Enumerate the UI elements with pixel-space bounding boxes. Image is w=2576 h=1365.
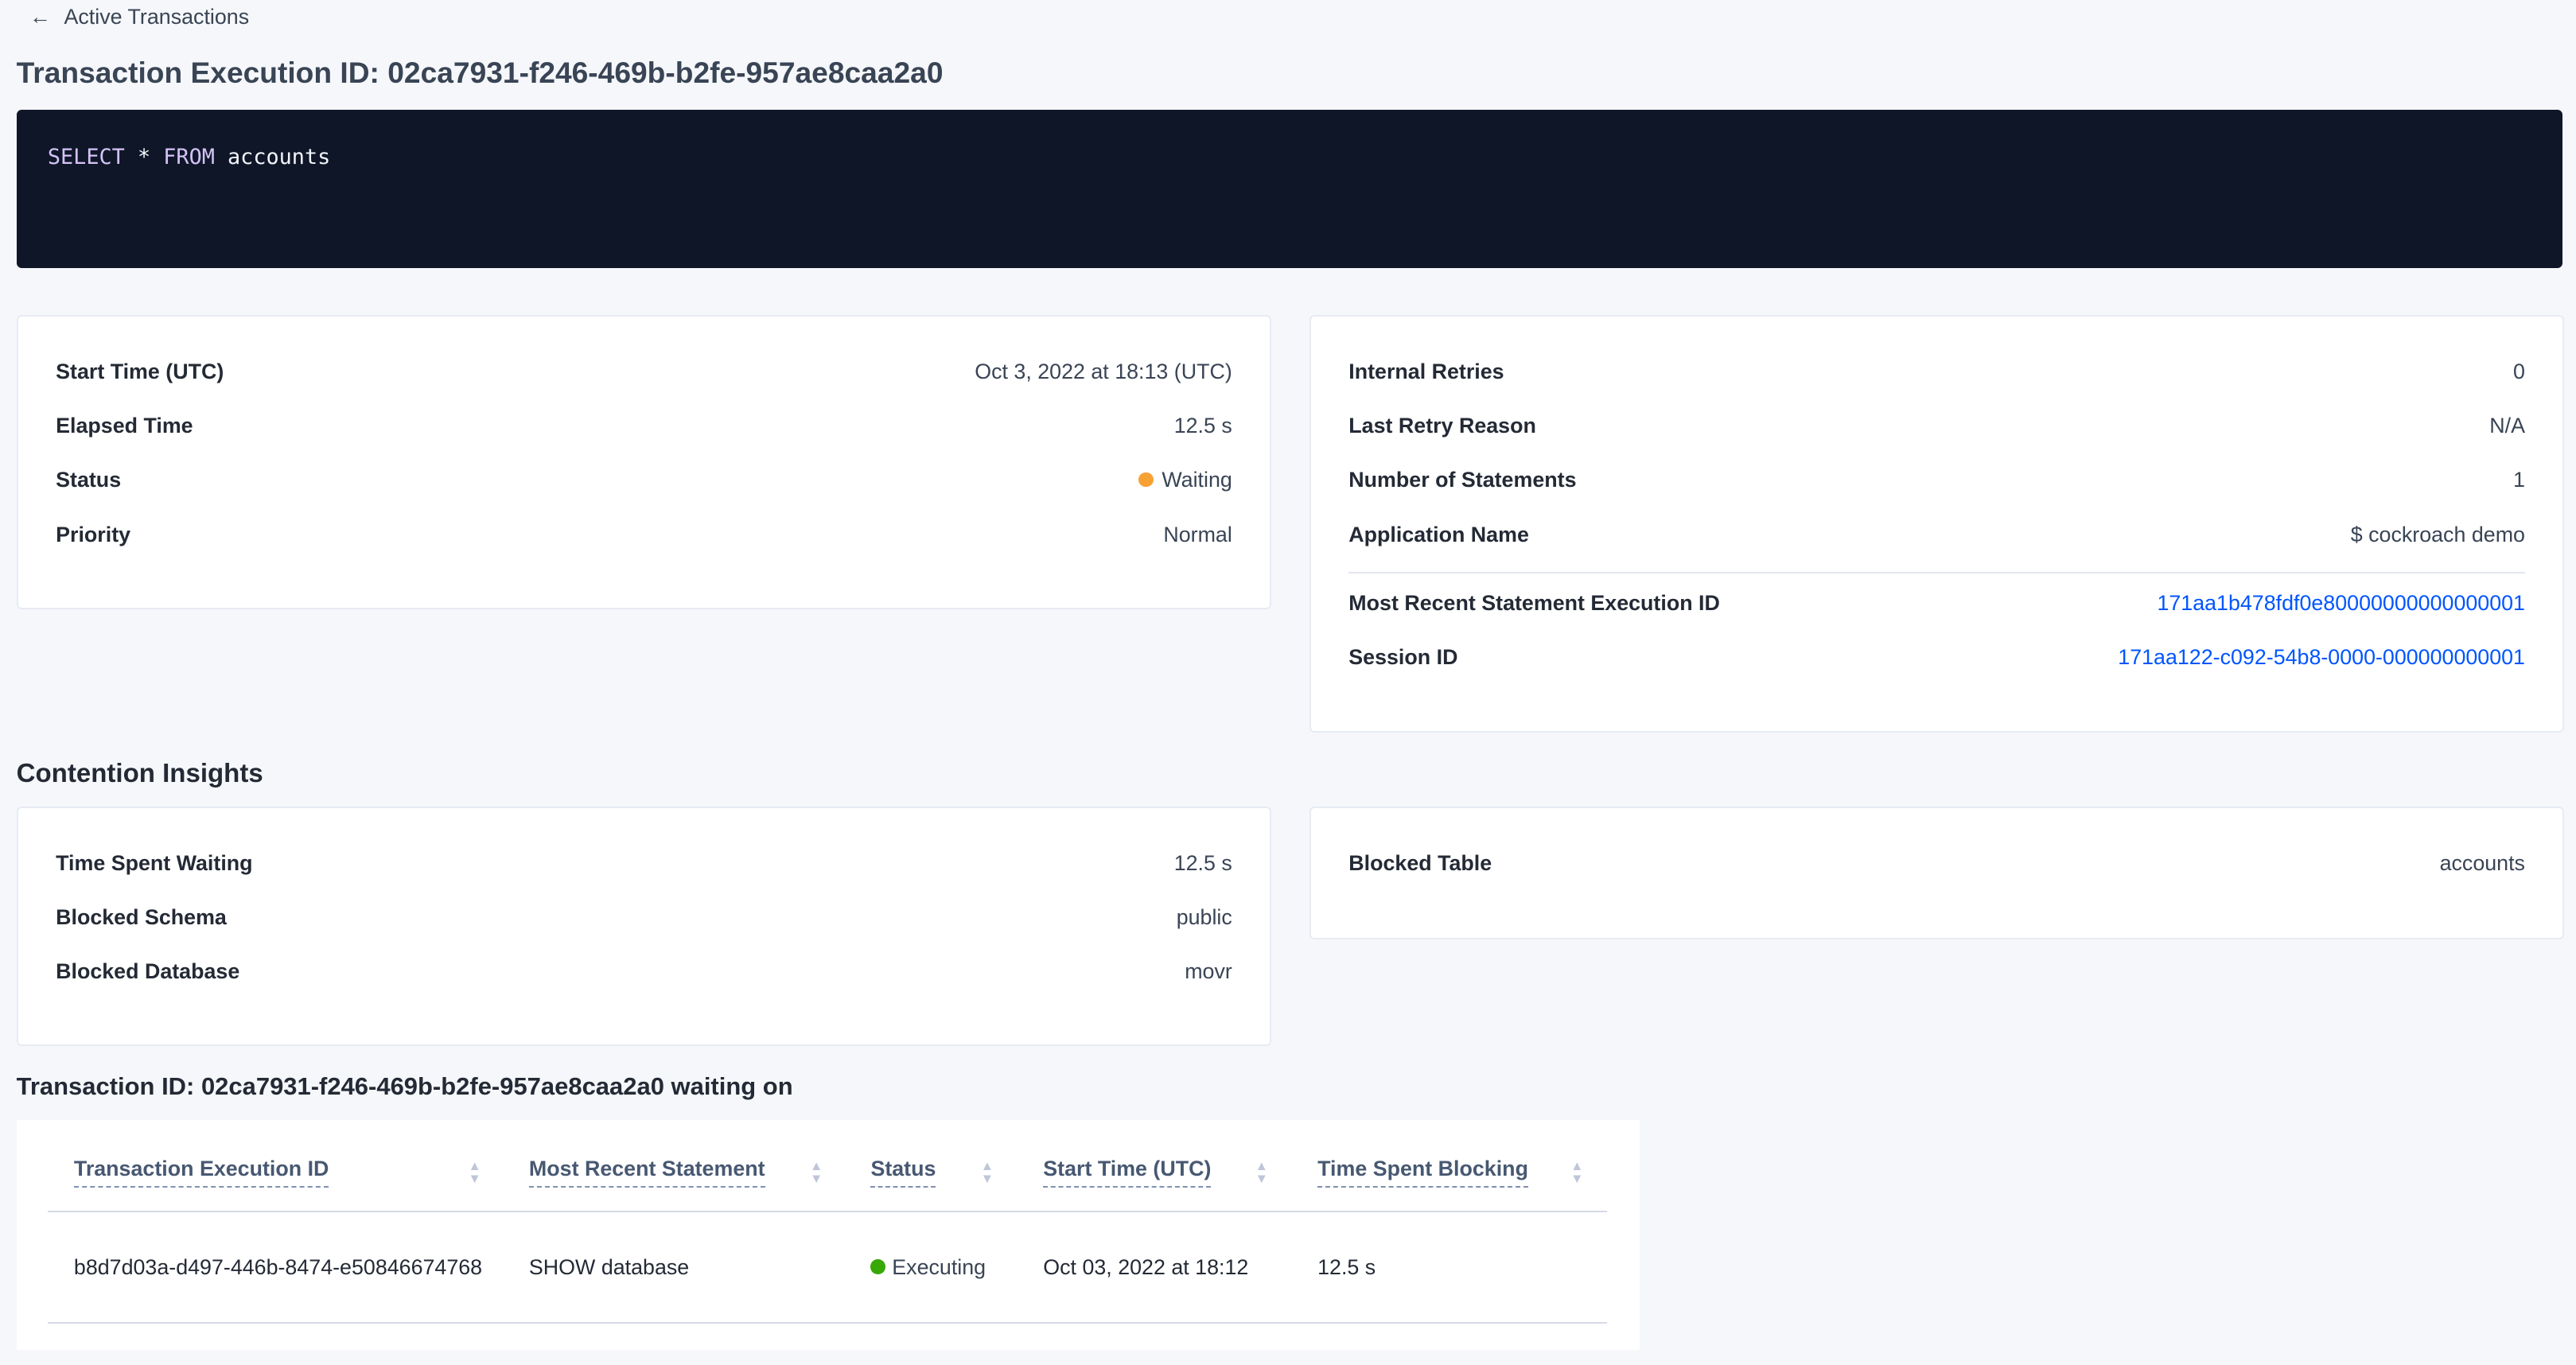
statement-cell: SHOW database <box>528 1254 690 1279</box>
sort-icon[interactable]: ▲ ▼ <box>1255 1157 1268 1187</box>
value: public <box>1176 904 1232 929</box>
label: Blocked Database <box>56 959 240 983</box>
sql-keyword: FROM <box>163 144 215 169</box>
value: N/A <box>2489 414 2525 438</box>
value: movr <box>1185 959 1232 983</box>
start-time-row: Start Time (UTC) Oct 3, 2022 at 18:13 (UT… <box>56 360 1232 384</box>
time-spent-blocking-cell: 12.5 s <box>1317 1254 1376 1279</box>
sort-icon[interactable]: ▲ ▼ <box>1570 1157 1584 1187</box>
divider <box>1348 571 2525 574</box>
label: Priority <box>56 522 131 546</box>
value: Normal <box>1163 522 1232 546</box>
sql-table: accounts <box>228 144 331 169</box>
contention-left-card: Time Spent Waiting 12.5 s Blocked Schema p… <box>16 806 1272 1047</box>
label: Time Spent Waiting <box>56 850 253 875</box>
start-time-cell: Oct 03, 2022 at 18:12 <box>1043 1254 1249 1279</box>
internal-retries-row: Internal Retries 0 <box>1348 360 2525 384</box>
last-retry-reason-row: Last Retry Reason N/A <box>1348 414 2525 438</box>
value: 1 <box>2513 468 2525 492</box>
number-of-statements-row: Number of Statements 1 <box>1348 468 2525 492</box>
sql-star: * <box>137 144 151 169</box>
label: Most Recent Statement Execution ID <box>1348 591 1720 616</box>
value: 12.5 s <box>1173 414 1232 438</box>
statement-execution-id-link[interactable]: 171aa1b478fdf0e80000000000000001 <box>2157 591 2525 616</box>
label: Blocked Table <box>1348 850 1492 875</box>
value: 0 <box>2513 360 2525 384</box>
column-header-time-spent-blocking[interactable]: Time Spent Blocking <box>1317 1157 1528 1188</box>
value: accounts <box>2439 850 2525 875</box>
status-row: Status Waiting <box>56 468 1232 492</box>
time-spent-waiting-row: Time Spent Waiting 12.5 s <box>56 851 1232 876</box>
label: Elapsed Time <box>56 414 193 438</box>
column-header-most-recent-statement[interactable]: Most Recent Statement <box>528 1157 765 1188</box>
session-id-link[interactable]: 171aa122-c092-54b8-0000-000000000001 <box>2118 645 2525 670</box>
value: $ cockroach demo <box>2350 522 2525 546</box>
application-name-row: Application Name $ cockroach demo <box>1348 523 2525 547</box>
sql-code-block: SELECT * FROM accounts <box>16 110 2563 268</box>
contention-right-card: Blocked Table accounts <box>1309 806 2565 940</box>
value: 12.5 s <box>1173 850 1232 875</box>
status-text: Waiting <box>1162 468 1232 492</box>
blocked-database-row: Blocked Database movr <box>56 959 1232 984</box>
page-title: Transaction Execution ID: 02ca7931-f246-… <box>16 56 944 90</box>
label: Start Time (UTC) <box>56 360 224 384</box>
session-id-row: Session ID 171aa122-c092-54b8-0000-000000… <box>1348 645 2525 670</box>
column-header-transaction-execution-id[interactable]: Transaction Execution ID <box>73 1157 329 1188</box>
column-header-start-time[interactable]: Start Time (UTC) <box>1043 1157 1212 1188</box>
label: Status <box>56 468 122 492</box>
summary-right-card: Internal Retries 0 Last Retry Reason N/A N… <box>1309 315 2565 733</box>
label: Blocked Schema <box>56 904 227 929</box>
column-header-status[interactable]: Status <box>870 1157 936 1188</box>
back-link-active-transactions[interactable]: ← Active Transactions <box>29 5 249 29</box>
summary-left-card: Start Time (UTC) Oct 3, 2022 at 18:13 (UT… <box>16 315 1272 610</box>
label: Last Retry Reason <box>1348 414 1536 438</box>
transaction-execution-id-cell[interactable]: b8d7d03a-d497-446b-8474-e50846674768 <box>73 1254 483 1279</box>
waiting-on-table: Transaction Execution ID ▲ ▼ Most Recent … <box>16 1120 1640 1351</box>
statement-execution-id-row: Most Recent Statement Execution ID 171aa1… <box>1348 591 2525 616</box>
waiting-on-heading: Transaction ID: 02ca7931-f246-469b-b2fe-… <box>16 1072 793 1101</box>
label: Session ID <box>1348 645 1458 670</box>
blocked-table-row: Blocked Table accounts <box>1348 851 2525 876</box>
sql-keyword: SELECT <box>47 144 125 169</box>
label: Application Name <box>1348 522 1529 546</box>
sort-icon[interactable]: ▲ ▼ <box>810 1157 823 1187</box>
blocked-schema-row: Blocked Schema public <box>56 905 1232 930</box>
value: Oct 3, 2022 at 18:13 (UTC) <box>975 360 1232 384</box>
sort-icon[interactable]: ▲ ▼ <box>468 1157 481 1187</box>
status-cell: Executing <box>870 1255 986 1280</box>
label: Number of Statements <box>1348 468 1577 492</box>
back-link-label: Active Transactions <box>64 5 250 29</box>
sort-icon[interactable]: ▲ ▼ <box>980 1157 994 1187</box>
contention-insights-heading: Contention Insights <box>16 759 263 789</box>
row-divider <box>47 1322 1607 1324</box>
arrow-left-icon: ← <box>29 5 51 29</box>
status-badge: Waiting <box>1138 468 1232 492</box>
status-dot-icon <box>1138 472 1154 488</box>
elapsed-time-row: Elapsed Time 12.5 s <box>56 414 1232 438</box>
priority-row: Priority Normal <box>56 523 1232 547</box>
status-text: Executing <box>892 1254 986 1279</box>
header-divider <box>47 1210 1607 1212</box>
status-dot-icon <box>870 1259 886 1274</box>
label: Internal Retries <box>1348 360 1504 384</box>
